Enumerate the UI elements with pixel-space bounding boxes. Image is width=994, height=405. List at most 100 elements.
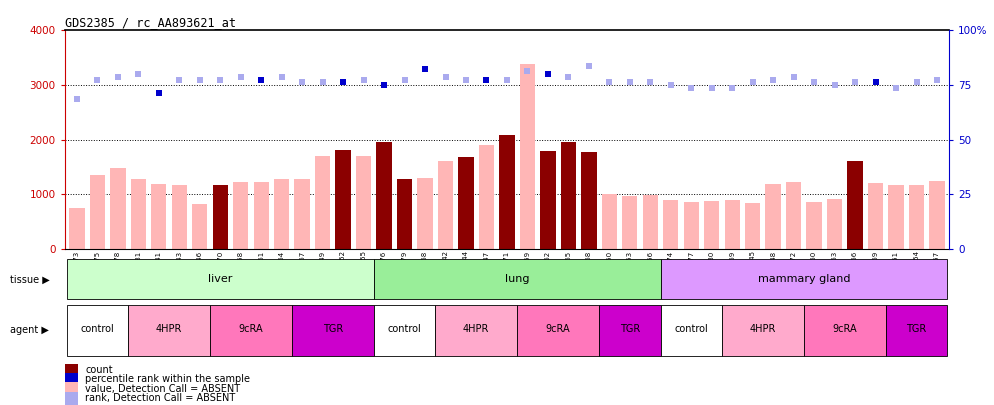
- Point: [847, 79, 863, 85]
- Point: [417, 65, 433, 72]
- Text: TGR: TGR: [907, 324, 926, 334]
- Point: [130, 71, 146, 77]
- Point: [499, 76, 515, 83]
- Point: [765, 76, 781, 83]
- Bar: [642, 196, 658, 249]
- Point: [540, 71, 556, 77]
- Bar: [661, 305, 722, 356]
- Bar: [213, 185, 228, 249]
- Point: [929, 76, 945, 83]
- Point: [745, 79, 760, 85]
- Text: 9cRA: 9cRA: [239, 324, 263, 334]
- Text: rank, Detection Call = ABSENT: rank, Detection Call = ABSENT: [85, 393, 236, 403]
- Bar: [704, 201, 720, 249]
- Point: [213, 76, 229, 83]
- Point: [437, 74, 453, 80]
- Point: [335, 79, 351, 85]
- Text: value, Detection Call = ABSENT: value, Detection Call = ABSENT: [85, 384, 241, 394]
- Bar: [581, 152, 596, 249]
- Point: [356, 76, 372, 83]
- Bar: [929, 181, 944, 249]
- Point: [273, 74, 289, 80]
- Bar: [65, 382, 78, 395]
- Bar: [517, 305, 599, 356]
- Bar: [437, 161, 453, 249]
- Point: [89, 76, 105, 83]
- Text: mammary gland: mammary gland: [757, 273, 850, 283]
- Bar: [374, 260, 661, 300]
- Point: [520, 68, 536, 75]
- Text: percentile rank within the sample: percentile rank within the sample: [85, 375, 250, 384]
- Bar: [397, 179, 413, 249]
- Bar: [253, 182, 269, 249]
- Bar: [661, 260, 947, 300]
- Point: [397, 76, 413, 83]
- Bar: [435, 305, 517, 356]
- Text: 4HPR: 4HPR: [749, 324, 776, 334]
- Point: [785, 74, 801, 80]
- Bar: [172, 185, 187, 249]
- Bar: [601, 194, 617, 249]
- Bar: [110, 168, 125, 249]
- Point: [110, 74, 126, 80]
- Bar: [192, 204, 208, 249]
- Bar: [294, 179, 310, 249]
- Text: control: control: [388, 324, 421, 334]
- Bar: [374, 305, 435, 356]
- Point: [561, 74, 577, 80]
- Text: 4HPR: 4HPR: [156, 324, 182, 334]
- Bar: [561, 143, 577, 249]
- Point: [253, 76, 269, 83]
- Text: tissue ▶: tissue ▶: [10, 275, 50, 284]
- Bar: [70, 208, 84, 249]
- Bar: [89, 175, 105, 249]
- Point: [622, 79, 638, 85]
- Point: [725, 85, 741, 91]
- Point: [233, 74, 248, 80]
- Text: lung: lung: [505, 273, 530, 283]
- Text: control: control: [674, 324, 708, 334]
- Point: [601, 79, 617, 85]
- Bar: [292, 305, 374, 356]
- Bar: [599, 305, 661, 356]
- Bar: [806, 202, 822, 249]
- Bar: [417, 178, 432, 249]
- Bar: [233, 182, 248, 249]
- Text: TGR: TGR: [323, 324, 343, 334]
- Point: [294, 79, 310, 85]
- Point: [888, 85, 904, 91]
- Point: [827, 82, 843, 88]
- Bar: [663, 200, 679, 249]
- Bar: [356, 156, 372, 249]
- Point: [192, 76, 208, 83]
- Bar: [540, 151, 556, 249]
- Bar: [909, 185, 924, 249]
- Point: [69, 96, 84, 102]
- Bar: [745, 203, 760, 249]
- Bar: [725, 200, 740, 249]
- Bar: [67, 260, 374, 300]
- Point: [704, 85, 720, 91]
- Bar: [889, 185, 904, 249]
- Text: control: control: [81, 324, 114, 334]
- Bar: [128, 305, 210, 356]
- Bar: [315, 156, 330, 249]
- Bar: [130, 179, 146, 249]
- Bar: [786, 182, 801, 249]
- Bar: [684, 202, 699, 249]
- Point: [171, 76, 187, 83]
- Point: [909, 79, 924, 85]
- Text: GDS2385 / rc_AA893621_at: GDS2385 / rc_AA893621_at: [65, 16, 236, 29]
- Text: 9cRA: 9cRA: [546, 324, 571, 334]
- Bar: [622, 196, 637, 249]
- Bar: [804, 305, 886, 356]
- Text: 9cRA: 9cRA: [833, 324, 857, 334]
- Bar: [848, 160, 863, 249]
- Bar: [722, 305, 804, 356]
- Bar: [499, 135, 515, 249]
- Point: [478, 76, 494, 83]
- Bar: [479, 145, 494, 249]
- Point: [151, 90, 167, 96]
- Point: [376, 82, 392, 88]
- Bar: [210, 305, 292, 356]
